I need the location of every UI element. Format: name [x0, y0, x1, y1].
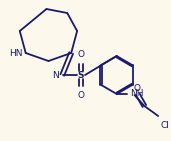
Text: O: O — [78, 50, 85, 59]
Text: Cl: Cl — [160, 121, 169, 130]
Text: O: O — [78, 91, 85, 100]
Text: O: O — [133, 84, 140, 93]
Text: S: S — [78, 70, 84, 80]
Text: HN: HN — [9, 49, 23, 59]
Text: N: N — [53, 71, 59, 81]
Text: NH: NH — [130, 90, 144, 99]
